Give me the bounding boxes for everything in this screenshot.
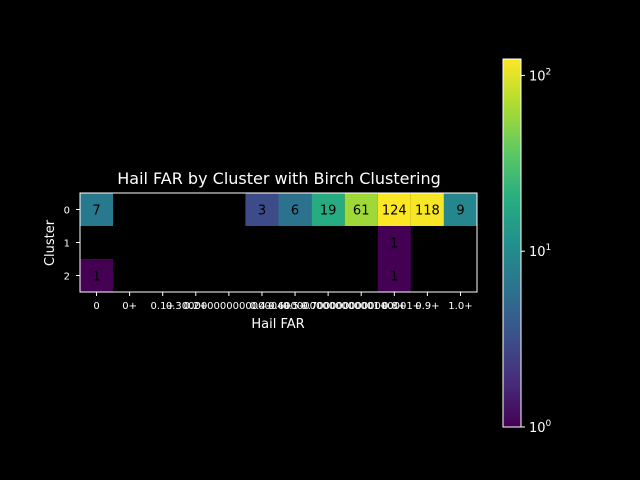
cell-value-label: 61 — [353, 204, 370, 219]
y-tick-label: 1 — [64, 239, 70, 250]
colorbar-tick-label: 101 — [529, 243, 551, 260]
y-axis-label: Cluster — [43, 219, 58, 266]
cell-value-label: 1 — [390, 270, 398, 285]
cell-value-label: 9 — [456, 204, 464, 219]
heatmap-cell — [344, 193, 378, 226]
cell-value-label: 124 — [382, 204, 407, 219]
heatmap-cell — [377, 193, 411, 226]
x-tick-label: 0.6000000000000001+ — [268, 301, 388, 312]
colorbar-tick-label: 102 — [529, 67, 551, 84]
chart-title: Hail FAR by Cluster with Birch Clusterin… — [117, 169, 441, 188]
heatmap-cell — [80, 259, 114, 292]
x-tick-label: 0.4+ — [250, 301, 274, 312]
cell-value-label: 1 — [92, 270, 100, 285]
heatmap-cell — [245, 193, 279, 226]
colorbar-ticks: 100 101 102 — [521, 67, 552, 436]
x-axis-label: Hail FAR — [251, 317, 304, 332]
cell-value-label: 6 — [291, 204, 299, 219]
heatmap-cell — [377, 259, 411, 292]
heatmap-cell — [410, 193, 444, 226]
cell-value-label: 1 — [390, 237, 398, 252]
x-tick-label: 0.9+ — [415, 301, 439, 312]
cell-value-label: 19 — [320, 204, 337, 219]
y-tick-label: 2 — [64, 272, 70, 283]
x-tick-label: 0.7000000000000001+ — [301, 301, 421, 312]
x-axis-ticks: 0 0+ 0.1+ 0.2+0.30000000000000004+0.4+ 0.5+0… — [93, 292, 473, 312]
cell-value-label: 7 — [92, 204, 100, 219]
colorbar — [502, 58, 522, 428]
x-tick-label: 0 — [93, 301, 99, 312]
heatmap-cell — [278, 193, 312, 226]
heatmap-cell — [311, 193, 345, 226]
x-tick-label: 0.2+ — [184, 301, 208, 312]
heatmap-cell — [377, 226, 411, 259]
cell-value-label: 3 — [258, 204, 266, 219]
x-tick-label: 0+ — [122, 301, 137, 312]
x-tick-label: 0.5+ — [283, 301, 307, 312]
y-axis-ticks: 0 1 2 — [64, 206, 80, 283]
colorbar-tick-label: 100 — [529, 419, 552, 436]
x-tick-label: 0.30000000000000004+ — [166, 301, 292, 312]
x-tick-label: 1.0+ — [448, 301, 472, 312]
x-tick-label: 0.1+ — [151, 301, 175, 312]
heatmap-cell — [443, 193, 477, 226]
x-tick-label: 0.8+ — [382, 301, 406, 312]
heatmap-cells: 7 3 6 19 61 124 118 9 1 1 1 — [80, 193, 477, 292]
heatmap-cell — [80, 193, 114, 226]
y-tick-label: 0 — [64, 206, 70, 217]
cell-value-label: 118 — [415, 204, 440, 219]
